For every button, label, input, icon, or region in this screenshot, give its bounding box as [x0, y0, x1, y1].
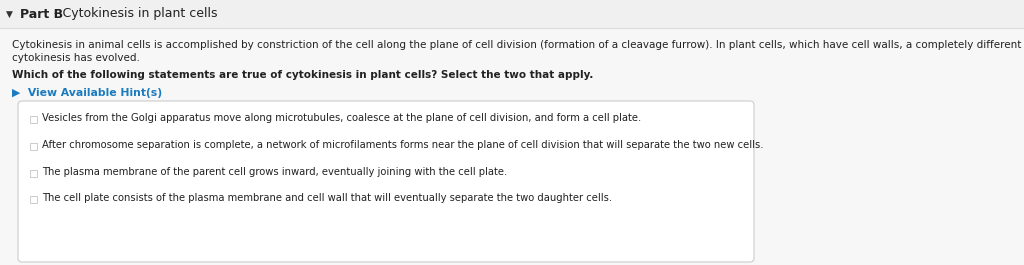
- Text: Which of the following statements are true of cytokinesis in plant cells? Select: Which of the following statements are tr…: [12, 70, 593, 80]
- FancyBboxPatch shape: [18, 101, 754, 262]
- Text: Cytokinesis in animal cells is accomplished by constriction of the cell along th: Cytokinesis in animal cells is accomplis…: [12, 40, 1024, 50]
- Text: Vesicles from the Golgi apparatus move along microtubules, coalesce at the plane: Vesicles from the Golgi apparatus move a…: [42, 113, 641, 123]
- Text: cytokinesis has evolved.: cytokinesis has evolved.: [12, 53, 140, 63]
- FancyBboxPatch shape: [30, 143, 37, 149]
- FancyBboxPatch shape: [30, 196, 37, 202]
- Text: After chromosome separation is complete, a network of microfilaments forms near : After chromosome separation is complete,…: [42, 140, 764, 150]
- Text: The cell plate consists of the plasma membrane and cell wall that will eventuall: The cell plate consists of the plasma me…: [42, 193, 612, 203]
- FancyBboxPatch shape: [30, 116, 37, 122]
- Text: - Cytokinesis in plant cells: - Cytokinesis in plant cells: [50, 7, 217, 20]
- Text: Part B: Part B: [20, 7, 63, 20]
- Bar: [0, 0, 1024, 28]
- Text: ▼: ▼: [5, 10, 12, 19]
- Text: The plasma membrane of the parent cell grows inward, eventually joining with the: The plasma membrane of the parent cell g…: [42, 167, 507, 177]
- Text: ▶  View Available Hint(s): ▶ View Available Hint(s): [12, 88, 162, 98]
- FancyBboxPatch shape: [30, 170, 37, 176]
